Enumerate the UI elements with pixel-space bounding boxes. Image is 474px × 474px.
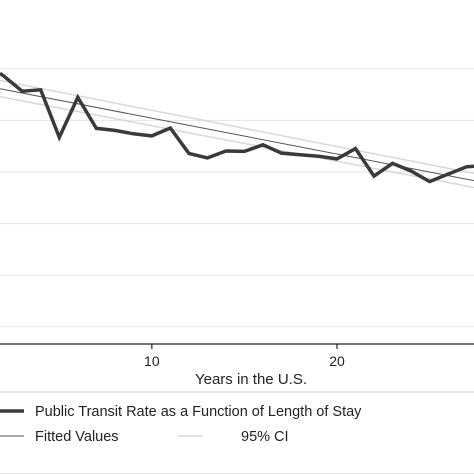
public-transit-rate-line xyxy=(0,71,474,184)
legend-label-95-ci: 95% CI xyxy=(241,429,289,445)
x-tick-label-20: 20 xyxy=(329,353,345,369)
confidence-band-layer xyxy=(0,79,474,189)
legend-label-fitted-values: Fitted Values xyxy=(35,429,119,445)
legend-box xyxy=(0,391,474,474)
series-layer xyxy=(0,71,474,184)
ci-lower-line xyxy=(0,95,474,189)
legend-label-public-transit-rate: Public Transit Rate as a Function of Len… xyxy=(35,404,362,420)
x-tick-layer: 10 20 xyxy=(144,344,345,369)
ci-upper-line xyxy=(0,79,474,175)
x-axis-title: Years in the U.S. xyxy=(195,371,307,388)
x-tick-label-10: 10 xyxy=(144,353,160,369)
legend: Public Transit Rate as a Function of Len… xyxy=(0,391,474,474)
grid-layer xyxy=(0,68,474,328)
